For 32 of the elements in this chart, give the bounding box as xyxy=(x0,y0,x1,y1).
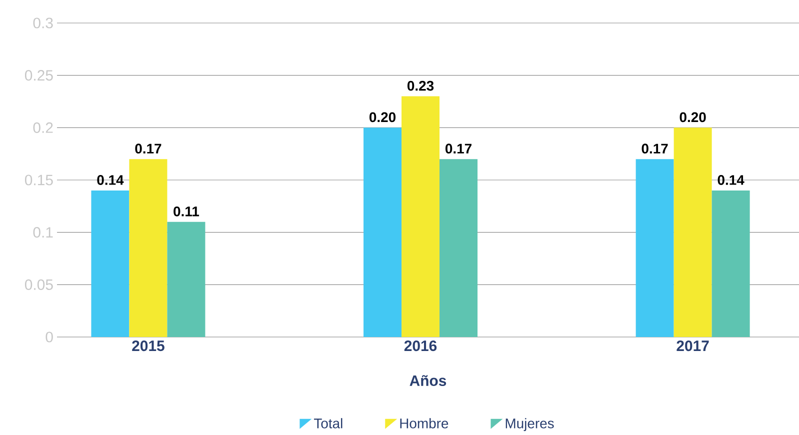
data-label: 0.11 xyxy=(174,206,200,216)
bar xyxy=(712,190,750,337)
bar xyxy=(636,159,674,337)
bar xyxy=(167,222,206,337)
data-label: 0.17 xyxy=(135,144,162,154)
bar xyxy=(440,159,478,337)
x-tick-label: 2017 xyxy=(676,340,709,352)
x-tick-label: 2015 xyxy=(132,340,164,352)
y-tick-label: 0 xyxy=(46,332,53,342)
y-tick-label: 0.25 xyxy=(24,70,53,81)
y-tick-label: 0.3 xyxy=(33,18,53,28)
data-label: 0.17 xyxy=(642,144,668,154)
y-tick-label: 0.1 xyxy=(33,227,53,238)
legend-label: Total xyxy=(314,418,342,428)
data-label: 0.20 xyxy=(369,112,396,122)
x-tick-label: 2016 xyxy=(404,340,437,352)
y-tick-label: 0.2 xyxy=(33,122,53,133)
bar xyxy=(129,159,168,337)
data-label: 0.20 xyxy=(680,112,706,122)
data-label: 0.17 xyxy=(445,144,472,154)
y-tick-label: 0.05 xyxy=(24,279,53,290)
data-label: 0.14 xyxy=(97,175,124,185)
bar xyxy=(402,96,440,337)
x-axis-title: Años xyxy=(410,375,446,386)
bar xyxy=(364,128,402,337)
data-label: 0.14 xyxy=(718,175,744,185)
legend-label: Hombre xyxy=(400,418,448,428)
data-label: 0.23 xyxy=(407,80,434,91)
bar xyxy=(674,128,712,337)
legend-label: Mujeres xyxy=(506,418,554,432)
y-tick-label: 0.15 xyxy=(24,174,53,186)
bar xyxy=(91,190,130,337)
